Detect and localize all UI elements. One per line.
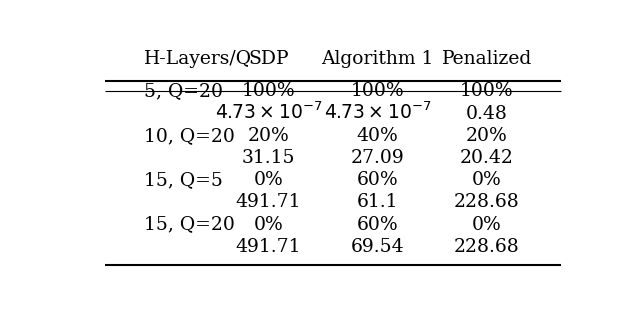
Text: 40%: 40% (356, 127, 399, 145)
Text: 491.71: 491.71 (236, 193, 301, 211)
Text: $4.73 \times 10^{-7}$: $4.73 \times 10^{-7}$ (214, 101, 323, 123)
Text: H-Layers/Q: H-Layers/Q (145, 50, 253, 68)
Text: 0%: 0% (253, 216, 284, 234)
Text: 100%: 100% (351, 82, 404, 100)
Text: 0%: 0% (472, 171, 502, 189)
Text: Penalized: Penalized (442, 50, 532, 68)
Text: Algorithm 1: Algorithm 1 (321, 50, 434, 68)
Text: 0%: 0% (253, 171, 284, 189)
Text: 5, Q=20: 5, Q=20 (145, 82, 223, 100)
Text: 15, Q=5: 15, Q=5 (145, 171, 223, 189)
Text: 61.1: 61.1 (357, 193, 398, 211)
Text: 10, Q=20: 10, Q=20 (145, 127, 236, 145)
Text: 228.68: 228.68 (454, 238, 520, 256)
Text: 0%: 0% (472, 216, 502, 234)
Text: 0.48: 0.48 (466, 105, 508, 123)
Text: 69.54: 69.54 (351, 238, 404, 256)
Text: 60%: 60% (356, 216, 399, 234)
Text: 31.15: 31.15 (242, 149, 295, 167)
Text: 27.09: 27.09 (351, 149, 404, 167)
Text: 491.71: 491.71 (236, 238, 301, 256)
Text: $4.73 \times 10^{-7}$: $4.73 \times 10^{-7}$ (324, 101, 431, 123)
Text: 20.42: 20.42 (460, 149, 514, 167)
Text: 100%: 100% (242, 82, 295, 100)
Text: 228.68: 228.68 (454, 193, 520, 211)
Text: 60%: 60% (356, 171, 399, 189)
Text: 100%: 100% (460, 82, 513, 100)
Text: 20%: 20% (466, 127, 508, 145)
Text: SDP: SDP (248, 50, 289, 68)
Text: 20%: 20% (248, 127, 289, 145)
Text: 15, Q=20: 15, Q=20 (145, 216, 236, 234)
